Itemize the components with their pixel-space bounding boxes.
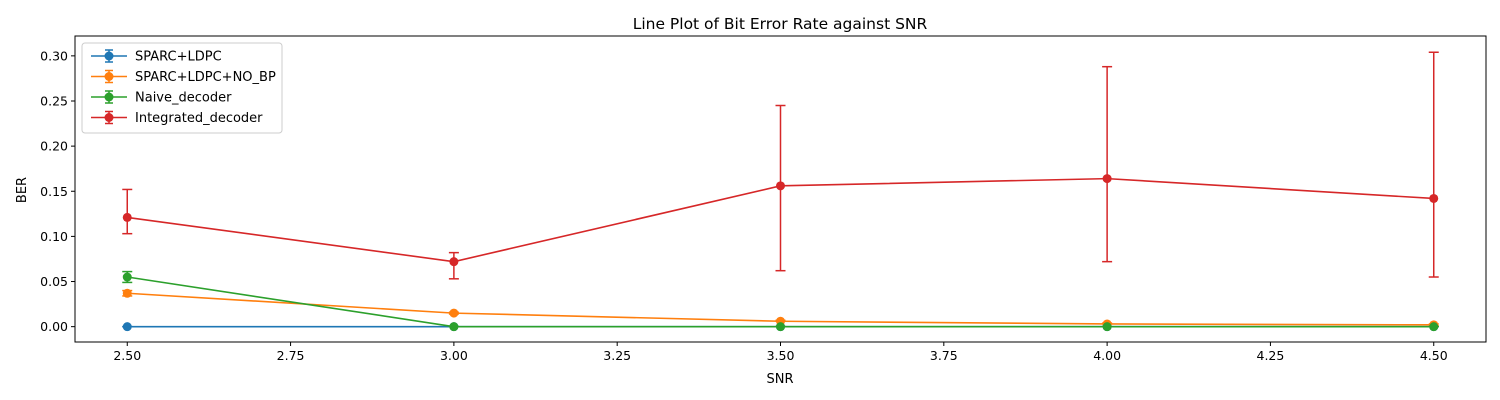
legend-label: SPARC+LDPC — [135, 50, 222, 65]
data-point — [776, 181, 785, 191]
x-tick-label: 3.25 — [603, 348, 631, 363]
x-tick-label: 3.00 — [440, 348, 468, 363]
data-point — [449, 322, 459, 332]
legend-label: Integrated_decoder — [135, 111, 263, 126]
data-point — [776, 322, 785, 332]
x-tick-label: 4.50 — [1420, 348, 1448, 363]
legend-marker — [104, 92, 114, 102]
data-point — [122, 212, 132, 222]
x-axis-label: SNR — [766, 372, 793, 387]
x-tick-label: 2.75 — [277, 348, 305, 363]
x-tick-label: 2.50 — [113, 348, 141, 363]
y-axis: 0.00 0.05 0.10 0.15 0.20 0.25 0.30 — [40, 48, 75, 334]
data-point — [1429, 193, 1439, 203]
legend: SPARC+LDPC SPARC+LDPC+NO_BP Naive_decoder I… — [81, 42, 283, 134]
y-tick-label: 0.15 — [40, 184, 68, 199]
y-tick-label: 0.25 — [40, 93, 68, 108]
x-tick-label: 4.25 — [1257, 348, 1285, 363]
y-axis-label: BER — [15, 177, 30, 203]
y-tick-label: 0.20 — [40, 139, 68, 154]
y-tick-label: 0.10 — [40, 229, 68, 244]
data-point — [1102, 322, 1112, 332]
legend-marker — [104, 51, 114, 61]
x-tick-label: 4.00 — [1093, 348, 1121, 363]
data-point — [1429, 322, 1439, 332]
data-point — [449, 308, 459, 318]
y-tick-label: 0.05 — [40, 274, 68, 289]
legend-marker — [104, 72, 114, 81]
legend-label: SPARC+LDPC+NO_BP — [135, 70, 276, 85]
chart-title: Line Plot of Bit Error Rate against SNR — [633, 15, 928, 33]
plot-area — [122, 51, 1439, 332]
y-tick-label: 0.30 — [40, 48, 68, 63]
y-tick-label: 0.00 — [40, 319, 68, 334]
series-naive-decoder — [122, 270, 1439, 332]
data-point — [1102, 174, 1112, 184]
legend-marker — [104, 113, 114, 122]
x-tick-label: 3.75 — [930, 348, 958, 363]
x-axis: 2.50 2.75 3.00 3.25 3.50 3.75 4.00 4.25 4.50 — [113, 342, 1448, 363]
data-point — [122, 322, 132, 332]
legend-box — [81, 42, 283, 134]
data-point — [122, 288, 132, 298]
data-point — [122, 272, 132, 282]
data-point — [449, 257, 459, 267]
legend-label: Naive_decoder — [135, 91, 232, 106]
series-integrated-decoder — [122, 51, 1439, 280]
x-tick-label: 3.50 — [767, 348, 795, 363]
